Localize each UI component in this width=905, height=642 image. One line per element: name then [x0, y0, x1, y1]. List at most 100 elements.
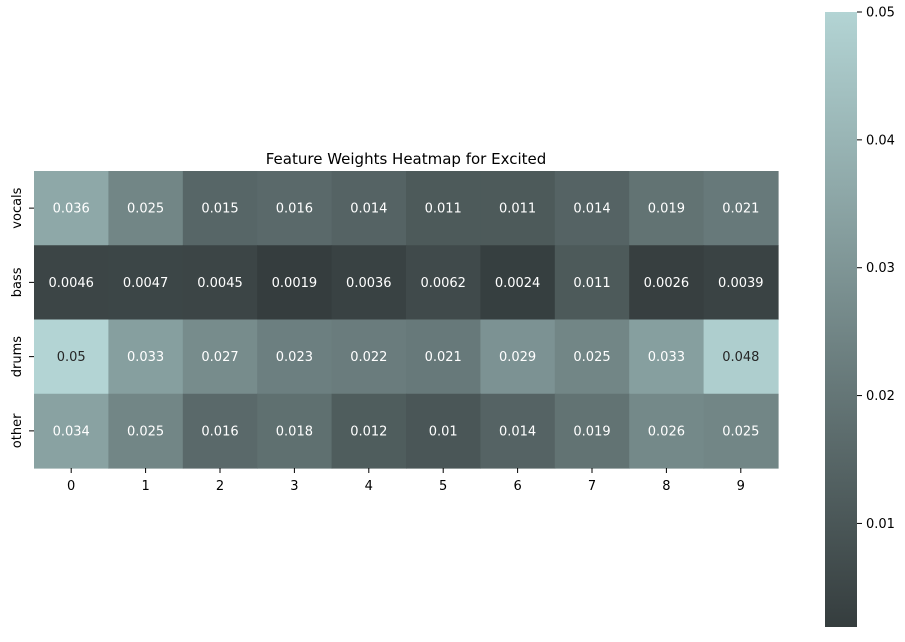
heatmap-cell: [480, 171, 556, 246]
heatmap-cell: [108, 245, 184, 321]
cell-value-label: 0.0026: [644, 276, 690, 291]
cell-value-label: 0.0024: [495, 276, 541, 291]
heatmap-cell: [629, 319, 705, 395]
cell-value-label: 0.019: [648, 202, 685, 217]
colorbar-tick-label: 0.03: [866, 261, 895, 276]
heatmap-cell: [331, 171, 407, 246]
cell-value-label: 0.014: [499, 424, 536, 439]
colorbar-tick-label: 0.02: [866, 389, 895, 404]
heatmap-cell: [331, 393, 407, 469]
cell-value-label: 0.011: [425, 202, 462, 217]
x-tick-label: 9: [737, 479, 745, 494]
cell-value-label: 0.011: [499, 202, 536, 217]
cell-value-label: 0.025: [127, 202, 164, 217]
x-tick-label: 0: [67, 479, 75, 494]
cell-value-label: 0.012: [350, 424, 387, 439]
heatmap-cell: [629, 393, 705, 469]
heatmap-cell: [331, 319, 407, 395]
heatmap-cell: [406, 393, 481, 469]
cell-value-label: 0.0039: [718, 276, 764, 291]
heatmap-cell: [257, 171, 333, 246]
y-tick-label: vocals: [10, 187, 25, 228]
heatmap-cell: [703, 171, 779, 246]
x-tick-label: 7: [588, 479, 596, 494]
cell-value-label: 0.0045: [197, 276, 243, 291]
heatmap-cell: [406, 171, 481, 246]
colorbar-tick-label: 0.01: [866, 517, 895, 532]
cell-value-label: 0.015: [201, 202, 238, 217]
x-tick-label: 1: [141, 479, 149, 494]
x-axis: 0 1 2 3 4 5 6 7 8 9: [67, 468, 745, 494]
heatmap-cells: 0.036 0.025 0.015 0.016 0.014 0.011 0.011 0.014…: [34, 171, 779, 469]
cell-value-label: 0.036: [53, 202, 90, 217]
y-tick-label: bass: [10, 267, 25, 297]
heatmap-cell: [703, 319, 779, 395]
heatmap-cell: [554, 319, 630, 395]
cell-value-label: 0.0047: [123, 276, 169, 291]
cell-value-label: 0.023: [276, 350, 313, 365]
cell-value-label: 0.034: [53, 424, 90, 439]
heatmap-cell: [480, 319, 556, 395]
cell-value-label: 0.018: [276, 424, 313, 439]
y-tick-label: drums: [10, 336, 25, 377]
cell-value-label: 0.022: [350, 350, 387, 365]
heatmap-cell: [703, 245, 779, 321]
heatmap-cell: [703, 393, 779, 469]
x-tick-label: 2: [216, 479, 224, 494]
heatmap-cell: [331, 245, 407, 321]
cell-value-label: 0.0019: [272, 276, 318, 291]
colorbar-tick-label: 0.04: [866, 133, 895, 148]
heatmap-cell: [182, 319, 258, 395]
cell-value-label: 0.0036: [346, 276, 392, 291]
cell-value-label: 0.027: [201, 350, 238, 365]
cell-value-label: 0.014: [573, 202, 610, 217]
heatmap-cell: [554, 171, 630, 246]
cell-value-label: 0.011: [573, 276, 610, 291]
cell-value-label: 0.021: [425, 350, 462, 365]
x-tick-label: 4: [365, 479, 373, 494]
colorbar-tick-label: 0.05: [866, 6, 895, 21]
cell-value-label: 0.033: [648, 350, 685, 365]
colorbar: 0.01 0.02 0.03 0.04 0.05: [825, 6, 895, 627]
heatmap-cell: [629, 171, 705, 246]
heatmap-cell: [257, 319, 333, 395]
cell-value-label: 0.026: [648, 424, 685, 439]
chart-title: Feature Weights Heatmap for Excited: [266, 150, 547, 168]
heatmap-cell: [182, 171, 258, 246]
cell-value-label: 0.029: [499, 350, 536, 365]
heatmap-cell: [108, 393, 184, 469]
heatmap-cell: [34, 245, 109, 321]
cell-value-label: 0.0062: [420, 276, 466, 291]
cell-value-label: 0.014: [350, 202, 387, 217]
x-tick-label: 8: [662, 479, 670, 494]
heatmap-cell: [257, 393, 333, 469]
heatmap-cell: [554, 245, 630, 321]
cell-value-label: 0.016: [201, 424, 238, 439]
cell-value-label: 0.033: [127, 350, 164, 365]
heatmap-cell: [257, 245, 333, 321]
heatmap-cell: [480, 393, 556, 469]
cell-value-label: 0.0046: [48, 276, 94, 291]
cell-value-label: 0.025: [722, 424, 759, 439]
x-tick-label: 5: [439, 479, 447, 494]
cell-value-label: 0.021: [722, 202, 759, 217]
heatmap-cell: [406, 319, 481, 395]
y-tick-label: other: [10, 413, 25, 448]
cell-value-label: 0.05: [57, 350, 86, 365]
heatmap-cell: [480, 245, 556, 321]
heatmap-cell: [108, 319, 184, 395]
cell-value-label: 0.025: [127, 424, 164, 439]
heatmap-cell: [34, 393, 109, 469]
heatmap-cell: [182, 393, 258, 469]
heatmap-cell: [108, 171, 184, 246]
cell-value-label: 0.01: [429, 424, 458, 439]
x-tick-label: 3: [290, 479, 298, 494]
x-tick-label: 6: [513, 479, 521, 494]
heatmap-cell: [554, 393, 630, 469]
cell-value-label: 0.048: [722, 350, 759, 365]
heatmap-cell: [406, 245, 481, 321]
y-axis: vocals bass drums other: [10, 187, 34, 448]
heatmap-cell: [34, 171, 109, 246]
